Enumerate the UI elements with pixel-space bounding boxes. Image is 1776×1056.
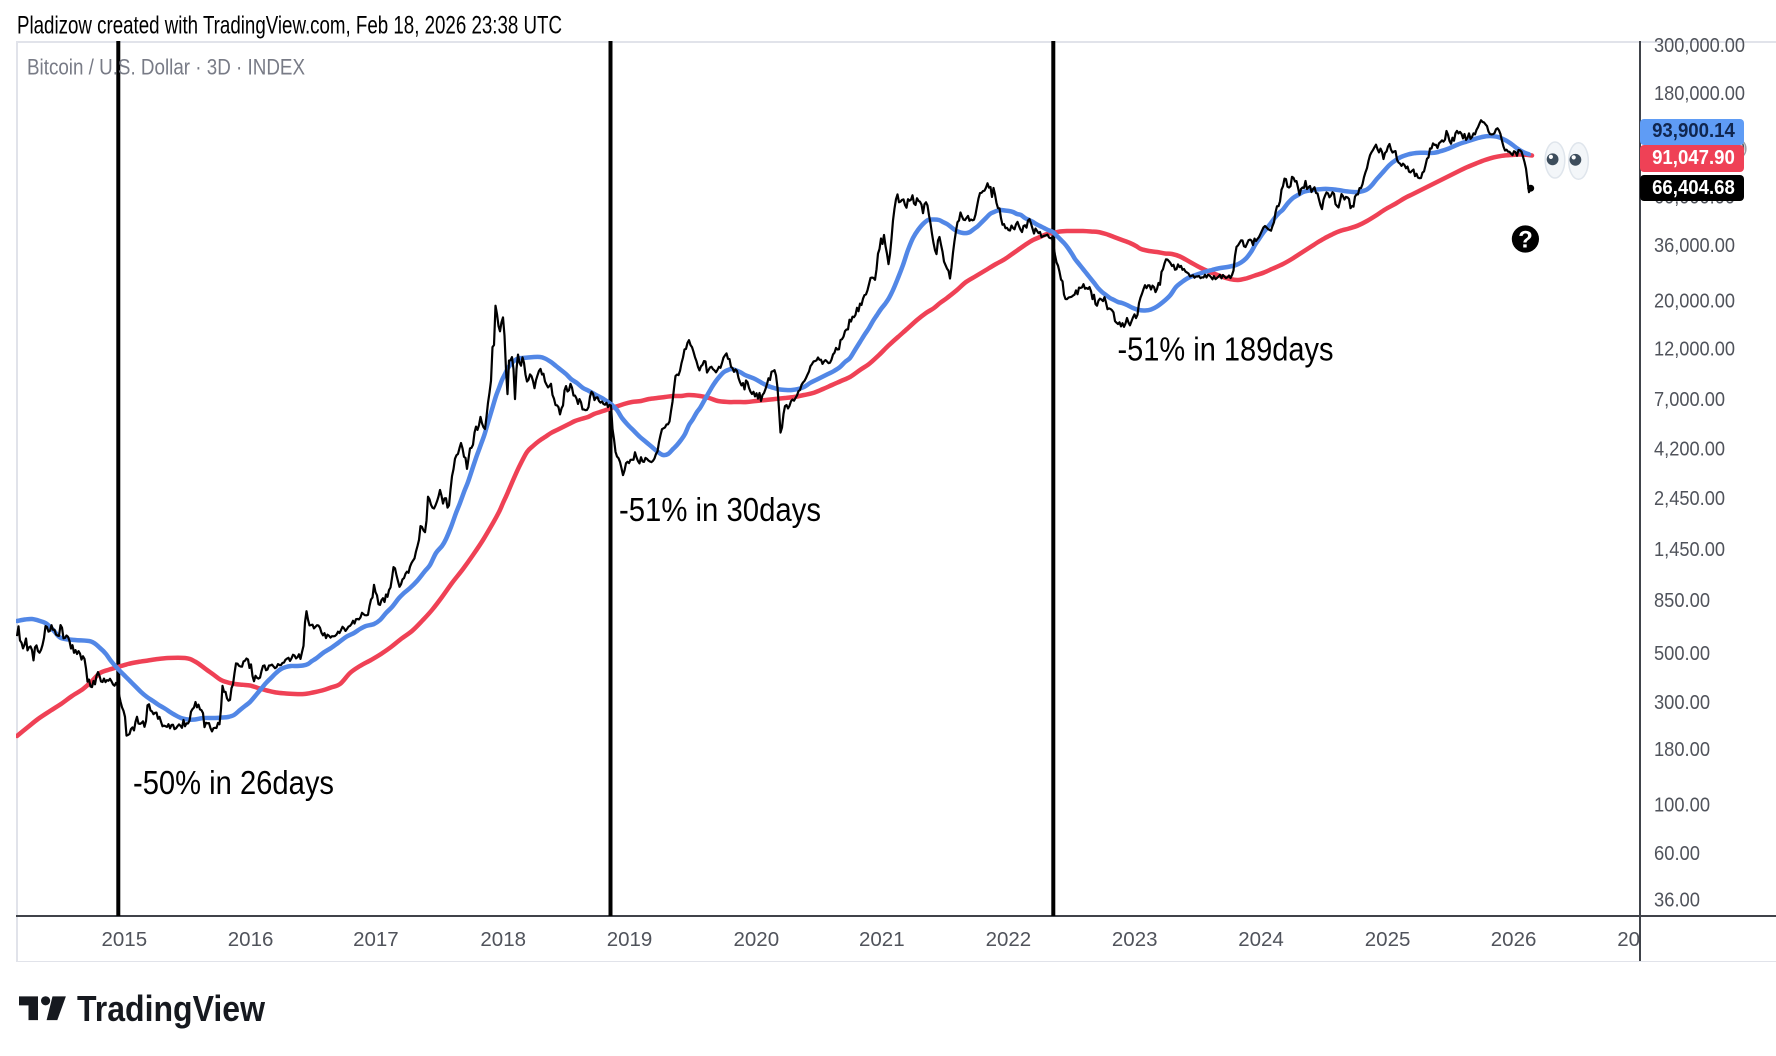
svg-text:850.00: 850.00	[1654, 590, 1710, 612]
svg-text:500.00: 500.00	[1654, 643, 1710, 665]
svg-text:2019: 2019	[607, 928, 653, 951]
svg-text:-51% in 30days: -51% in 30days	[619, 491, 821, 528]
svg-text:-50% in 26days: -50% in 26days	[133, 764, 334, 801]
svg-text:300.00: 300.00	[1654, 692, 1710, 714]
svg-text:2022: 2022	[986, 928, 1032, 951]
svg-text:Bitcoin / U.S. Dollar · 3D · I: Bitcoin / U.S. Dollar · 3D · INDEX	[27, 55, 305, 80]
svg-text:7,000.00: 7,000.00	[1654, 389, 1725, 411]
svg-text:2020: 2020	[733, 928, 779, 951]
svg-text:12,000.00: 12,000.00	[1654, 339, 1735, 361]
svg-text:100.00: 100.00	[1654, 795, 1710, 817]
svg-text:300,000.00: 300,000.00	[1654, 35, 1745, 57]
svg-text:2015: 2015	[101, 928, 147, 951]
svg-text:180,000.00: 180,000.00	[1654, 83, 1745, 105]
svg-text:2023: 2023	[1112, 928, 1158, 951]
svg-text:?: ?	[1518, 227, 1533, 254]
svg-text:2018: 2018	[480, 928, 526, 951]
svg-text:): )	[1742, 138, 1748, 157]
svg-text:60.00: 60.00	[1654, 843, 1700, 865]
svg-text:2027: 2027	[1617, 928, 1663, 951]
svg-text:-51% in 189days: -51% in 189days	[1118, 330, 1334, 367]
svg-text:36,000.00: 36,000.00	[1654, 235, 1735, 257]
svg-text:1,450.00: 1,450.00	[1654, 539, 1725, 561]
svg-text:36.00: 36.00	[1654, 890, 1700, 912]
svg-text:Pladizow created with TradingV: Pladizow created with TradingView.com, F…	[17, 12, 562, 40]
svg-text:2021: 2021	[859, 928, 905, 951]
svg-text:20,000.00: 20,000.00	[1654, 291, 1735, 313]
svg-text:2025: 2025	[1365, 928, 1411, 951]
svg-text:TradingView: TradingView	[77, 988, 266, 1029]
svg-text:4,200.00: 4,200.00	[1654, 438, 1725, 460]
svg-text:2017: 2017	[353, 928, 399, 951]
svg-text:2026: 2026	[1491, 928, 1537, 951]
svg-text:180.00: 180.00	[1654, 739, 1710, 761]
svg-text:2,450.00: 2,450.00	[1654, 488, 1725, 510]
svg-text:2024: 2024	[1238, 928, 1284, 951]
svg-text:2016: 2016	[228, 928, 274, 951]
